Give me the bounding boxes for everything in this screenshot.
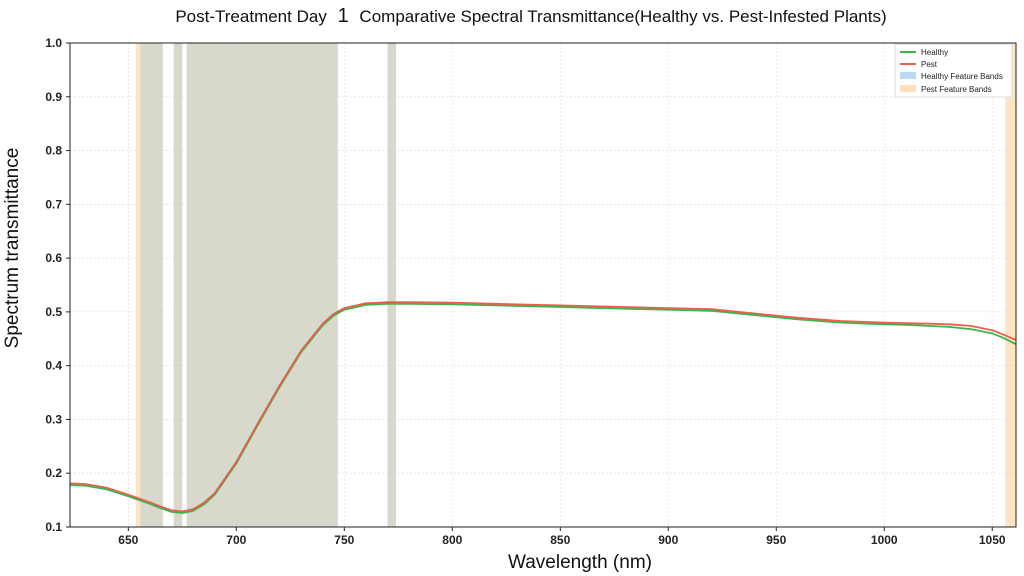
feature-band-pest-0: [135, 43, 141, 527]
y-tick-label: 0.4: [45, 359, 62, 373]
y-tick-label: 0.9: [45, 90, 62, 104]
series-line-healthy: [69, 302, 1017, 514]
legend-healthy-band-swatch: [900, 72, 916, 79]
x-tick-label: 1000: [871, 533, 898, 547]
series-line-pest: [69, 301, 1017, 513]
legend-healthy-label: Healthy: [921, 48, 948, 57]
feature-band-overlap-2: [173, 43, 183, 527]
x-axis-label: Wavelength (nm): [508, 552, 652, 573]
x-tick-label: 650: [118, 533, 138, 547]
legend-pest-label: Pest: [921, 60, 938, 69]
feature-band-overlap-4: [387, 43, 397, 527]
legend-pest-band-label: Pest Feature Bands: [921, 85, 992, 94]
y-axis-label: Spectrum transmittance: [2, 148, 23, 349]
y-tick-label: 0.1: [45, 520, 62, 534]
x-tick-label: 950: [766, 533, 786, 547]
x-tick-label: 850: [550, 533, 570, 547]
chart-title-part1: Post-Treatment Day: [175, 7, 327, 26]
legend: Healthy Pest Healthy Feature Bands Pest …: [894, 43, 1013, 98]
x-tick-label: 800: [442, 533, 462, 547]
x-axis-ticks: 650 700 750 800 850 900 950 1000 1050: [118, 527, 1006, 547]
legend-pest-band-swatch: [900, 85, 916, 92]
y-axis-ticks: 0.1 0.2 0.3 0.4 0.5 0.6 0.7 0.8 0.9 1.0: [45, 36, 70, 534]
y-tick-label: 0.7: [45, 197, 62, 211]
y-tick-label: 0.2: [45, 466, 62, 480]
y-tick-label: 0.3: [45, 412, 62, 426]
chart-title-part2: Comparative Spectral Transmittance(Healt…: [359, 7, 886, 26]
chart-title-day: 1: [338, 5, 349, 27]
legend-healthy-band-label: Healthy Feature Bands: [921, 72, 1003, 81]
x-tick-label: 1050: [979, 533, 1006, 547]
x-tick-label: 700: [226, 533, 246, 547]
feature-band-overlap-1: [140, 43, 163, 527]
y-tick-label: 0.5: [45, 305, 62, 319]
feature-bands: [135, 43, 1016, 527]
y-tick-label: 0.6: [45, 251, 62, 265]
series-lines: [69, 301, 1017, 514]
feature-band-overlap-3: [186, 43, 338, 527]
chart-title: Post-Treatment Day 1 Comparative Spectra…: [175, 5, 886, 27]
feature-band-pest-5: [1005, 43, 1016, 527]
y-tick-label: 0.8: [45, 144, 62, 158]
x-tick-label: 750: [334, 533, 354, 547]
x-tick-label: 900: [658, 533, 678, 547]
plot-frame: [69, 42, 1017, 528]
y-tick-label: 1.0: [45, 36, 62, 50]
